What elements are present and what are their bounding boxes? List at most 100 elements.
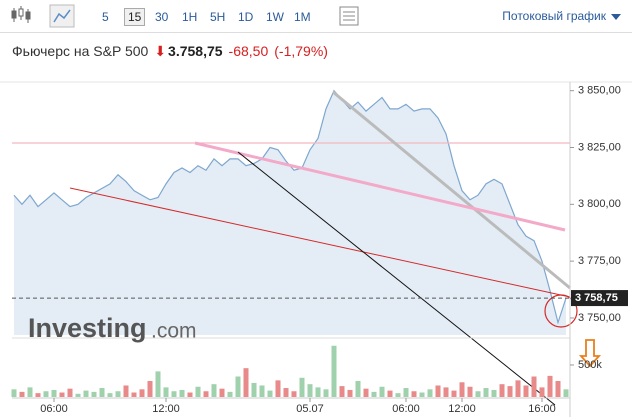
logo-suffix: .com (151, 320, 197, 343)
volume-bar (251, 382, 257, 397)
volume-bar (467, 386, 473, 397)
volume-bar (51, 389, 57, 397)
volume-bar (227, 391, 233, 397)
volume-bar (275, 380, 281, 397)
last-price: 3.758,75 (168, 43, 223, 59)
volume-bar (371, 391, 377, 397)
down-arrow: ⬇ (154, 43, 167, 59)
y-tick-label: 3 825,00 (578, 141, 621, 153)
interval-button[interactable]: 1D (238, 10, 254, 24)
interval-button[interactable]: 15 (124, 8, 146, 26)
chart-type-icons (11, 4, 75, 28)
volume-bar (171, 391, 177, 397)
trend-line (69, 187, 571, 298)
volume-bar (451, 390, 457, 397)
volume-bar (515, 380, 521, 397)
volume-bar (363, 388, 369, 397)
volume-bar (91, 391, 97, 397)
x-tick-label: 06:00 (40, 403, 68, 415)
volume-bar (443, 387, 449, 397)
mode-selector[interactable]: Потоковый график (502, 9, 606, 23)
y-tick-label: 3 800,00 (578, 198, 621, 210)
volume-bar (179, 389, 185, 397)
logo-brand: Investing (28, 313, 147, 343)
volume-bar (411, 391, 417, 397)
interval-button[interactable]: 1W (266, 10, 284, 24)
volume-bar (283, 388, 289, 397)
volume-bar (67, 388, 73, 397)
trend-line (194, 141, 566, 232)
volume-bar (43, 391, 49, 397)
volume-bar (203, 391, 209, 397)
volume-bar (419, 392, 425, 397)
trend-line (332, 90, 571, 290)
news-icon[interactable] (338, 5, 360, 27)
volume-bar (83, 390, 89, 397)
volume-bar (75, 393, 81, 397)
volume-bar (459, 382, 465, 397)
volume-bar (291, 391, 297, 397)
volume-bar (99, 388, 105, 397)
interval-button[interactable]: 5 (102, 10, 109, 24)
volume-bar (507, 386, 513, 397)
volume-bar (307, 384, 313, 397)
volume-bar (339, 386, 345, 397)
volume-bar (523, 385, 529, 397)
interval-button[interactable]: 5H (210, 10, 226, 24)
volume-bar (107, 393, 113, 397)
volume-bar (243, 368, 249, 397)
x-tick-label: 12:00 (152, 403, 180, 415)
volume-bar (235, 376, 241, 397)
volume-bar (491, 389, 497, 397)
volume-bar (147, 380, 153, 397)
volume-bar (499, 384, 505, 397)
x-tick-label: 06:00 (392, 403, 420, 415)
volume-bar (155, 371, 161, 397)
volume-bar (403, 388, 409, 397)
volume-bar (35, 393, 41, 397)
volume-bar (475, 391, 481, 397)
dropdown-arrow[interactable] (610, 12, 622, 22)
y-tick-label: 3 850,00 (578, 85, 621, 97)
toolbar: 5 15 30 1H 5H 1D 1W 1M Потоковый график (0, 0, 632, 33)
volume-bar (531, 376, 537, 397)
volume-bar (555, 380, 561, 397)
volume-bar (427, 389, 433, 397)
price-area (14, 90, 566, 335)
volume-bar (219, 388, 225, 397)
x-tick-label: 12:00 (448, 403, 476, 415)
volume-bar (299, 377, 305, 397)
volume-bar (355, 380, 361, 397)
change-percent: (-1,79%) (274, 43, 328, 59)
volume-bar (131, 392, 137, 397)
volume-bar (347, 389, 353, 397)
volume-bar (211, 384, 217, 397)
interval-button[interactable]: 30 (155, 10, 169, 24)
volume-bar (539, 387, 545, 397)
volume-bar (123, 385, 129, 397)
y-tick-label: 3 775,00 (578, 255, 621, 267)
volume-bar (19, 391, 25, 397)
volume-bar (267, 390, 273, 397)
volume-bar (187, 392, 193, 397)
change: -68,50 (228, 43, 269, 59)
instrument-header: Фьючерс на S&P 500 ⬇ 3.758,75 -68,50 (-1,79%… (12, 43, 334, 60)
y-tick-label: 3 750,00 (578, 312, 621, 324)
trend-line (237, 151, 556, 406)
volume-bar (483, 388, 489, 397)
volume-bar (115, 391, 121, 397)
volume-bar (163, 387, 169, 397)
volume-bar (547, 375, 553, 397)
last-price-box (571, 290, 628, 307)
interval-button[interactable]: 1M (294, 10, 311, 24)
highlight-circle (544, 294, 578, 328)
interval-button[interactable]: 1H (182, 10, 198, 24)
volume-bar (435, 385, 441, 397)
instrument-name: Фьючерс на S&P 500 (12, 43, 149, 59)
volume-bar (379, 386, 385, 397)
volume-bar (27, 387, 33, 397)
last-price-label: 3 758,75 (575, 292, 618, 304)
volume-bar (315, 387, 321, 397)
